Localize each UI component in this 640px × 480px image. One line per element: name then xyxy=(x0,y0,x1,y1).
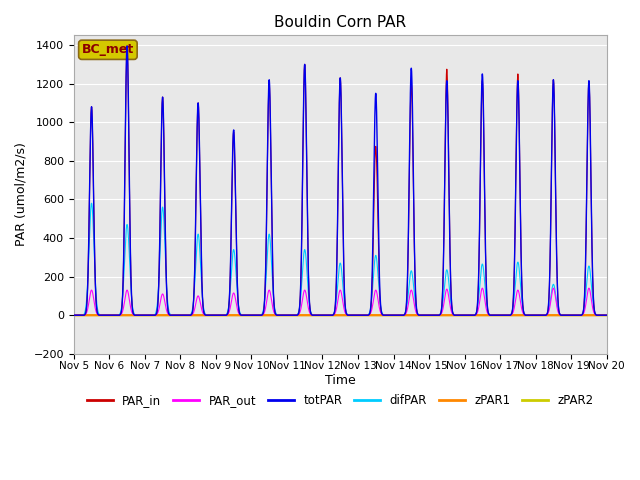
PAR_in xyxy=(603,312,611,318)
PAR_in xyxy=(321,312,328,318)
difPAR xyxy=(460,312,467,318)
Line: PAR_in: PAR_in xyxy=(74,46,607,315)
totPAR xyxy=(166,312,173,318)
PAR_out xyxy=(602,312,610,318)
zPAR2 xyxy=(320,312,328,318)
zPAR1 xyxy=(490,312,497,318)
difPAR xyxy=(321,312,328,318)
PAR_in xyxy=(490,312,498,318)
zPAR1 xyxy=(320,312,328,318)
Legend: PAR_in, PAR_out, totPAR, difPAR, zPAR1, zPAR2: PAR_in, PAR_out, totPAR, difPAR, zPAR1, … xyxy=(82,389,598,411)
Line: PAR_out: PAR_out xyxy=(74,288,607,315)
zPAR2 xyxy=(602,312,610,318)
totPAR xyxy=(490,312,498,318)
zPAR2 xyxy=(603,312,611,318)
totPAR xyxy=(321,312,328,318)
PAR_in xyxy=(70,312,77,318)
difPAR xyxy=(490,312,498,318)
totPAR xyxy=(603,312,611,318)
PAR_in xyxy=(430,312,438,318)
PAR_in xyxy=(166,312,173,318)
difPAR xyxy=(430,312,438,318)
difPAR xyxy=(70,312,77,318)
zPAR2 xyxy=(166,312,173,318)
totPAR xyxy=(602,312,610,318)
Line: totPAR: totPAR xyxy=(74,46,607,315)
zPAR2 xyxy=(460,312,467,318)
PAR_out xyxy=(166,312,173,318)
totPAR xyxy=(124,43,131,49)
PAR_out xyxy=(320,312,328,318)
Y-axis label: PAR (umol/m2/s): PAR (umol/m2/s) xyxy=(15,143,28,247)
PAR_out xyxy=(490,312,497,318)
totPAR xyxy=(460,312,467,318)
Text: BC_met: BC_met xyxy=(82,43,134,56)
zPAR1 xyxy=(70,312,77,318)
zPAR1 xyxy=(602,312,610,318)
PAR_out xyxy=(460,312,467,318)
zPAR2 xyxy=(490,312,497,318)
difPAR xyxy=(603,312,611,318)
zPAR1 xyxy=(603,312,611,318)
zPAR1 xyxy=(430,312,438,318)
PAR_out xyxy=(585,285,593,291)
Line: difPAR: difPAR xyxy=(74,203,607,315)
totPAR xyxy=(70,312,77,318)
zPAR2 xyxy=(70,312,77,318)
PAR_in xyxy=(460,312,467,318)
X-axis label: Time: Time xyxy=(325,374,356,387)
PAR_in xyxy=(124,43,131,49)
PAR_out xyxy=(603,312,611,318)
Title: Bouldin Corn PAR: Bouldin Corn PAR xyxy=(274,15,406,30)
zPAR1 xyxy=(166,312,173,318)
totPAR xyxy=(430,312,438,318)
difPAR xyxy=(602,312,610,318)
PAR_out xyxy=(70,312,77,318)
difPAR xyxy=(166,311,173,316)
zPAR2 xyxy=(430,312,438,318)
PAR_in xyxy=(602,312,610,318)
zPAR1 xyxy=(460,312,467,318)
difPAR xyxy=(88,200,95,206)
PAR_out xyxy=(430,312,438,318)
